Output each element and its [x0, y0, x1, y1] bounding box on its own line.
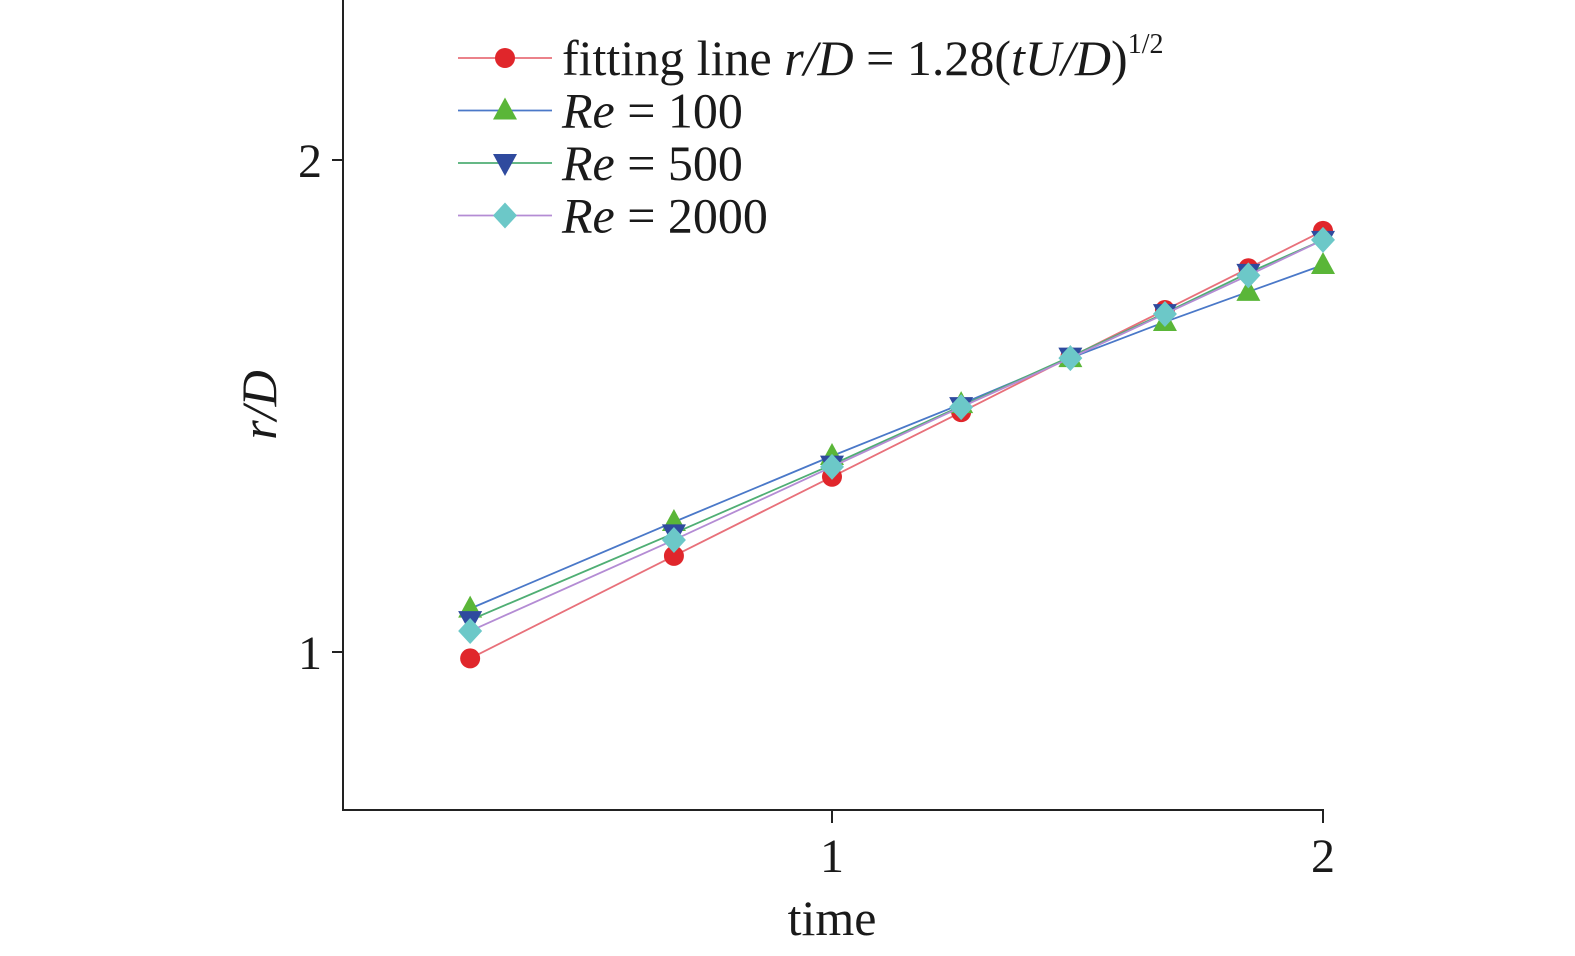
legend-label-part: = 1.28( — [854, 30, 1011, 86]
legend-label-part: Re — [561, 188, 615, 244]
legend-label-part: r/D — [784, 30, 853, 86]
series-re-2000 — [458, 226, 1335, 645]
data-point — [1311, 251, 1335, 274]
legend-entry: Re = 500 — [458, 135, 743, 191]
legend-label-part: Re — [561, 83, 615, 139]
data-point — [1236, 262, 1261, 289]
legend-marker-triangle-up-icon — [493, 97, 517, 120]
x-tick-label: 1 — [820, 830, 844, 883]
data-point — [458, 618, 483, 645]
legend-label-part: Re — [561, 135, 615, 191]
data-point — [663, 545, 684, 566]
legend-entry: Re = 2000 — [458, 188, 768, 244]
legend-label: Re = 100 — [561, 83, 743, 139]
data-point — [661, 526, 686, 553]
axes — [342, 0, 1324, 811]
series-line — [469, 239, 1324, 621]
legend-label-part: ) — [1111, 30, 1128, 86]
legend-label-part: = 2000 — [615, 188, 768, 244]
legend-entry: fitting line r/D = 1.28(tU/D)1/2 — [458, 29, 1163, 86]
legend: fitting line r/D = 1.28(tU/D)1/2Re = 100… — [458, 29, 1163, 244]
x-tick-label: 2 — [1311, 830, 1335, 883]
y-tick-label: 2 — [298, 135, 322, 188]
legend-marker-diamond-icon — [493, 202, 517, 229]
legend-label-part: fitting line — [562, 30, 784, 86]
legend-label-part: 1/2 — [1128, 29, 1164, 60]
data-point — [460, 648, 481, 669]
legend-label: Re = 2000 — [561, 188, 768, 244]
legend-entry: Re = 100 — [458, 83, 743, 139]
series-line — [469, 230, 1324, 660]
legend-label: fitting line r/D = 1.28(tU/D)1/2 — [562, 29, 1163, 86]
legend-label-part: = 100 — [615, 83, 743, 139]
series-fitting-line-r-d-1-28-tu-d-1-2 — [460, 220, 1333, 669]
legend-marker-circle-icon — [495, 48, 515, 68]
data-point — [949, 394, 974, 421]
legend-label: Re = 500 — [561, 135, 743, 191]
data-point — [1152, 300, 1177, 327]
y-axis-label: r/D — [231, 370, 287, 439]
data-point — [1058, 345, 1083, 372]
legend-marker-triangle-down-icon — [493, 154, 517, 176]
y-tick-label: 1 — [298, 627, 322, 680]
x-axis-label: time — [788, 890, 877, 946]
ticks: 1 2 1 2 — [298, 135, 1335, 883]
data-point — [820, 453, 844, 480]
series-line — [469, 239, 1324, 632]
legend-label-part: tU/D — [1011, 30, 1111, 86]
data-point — [1236, 278, 1261, 301]
series-layer — [458, 220, 1335, 669]
data-point — [1311, 226, 1335, 253]
legend-label-part: = 500 — [615, 135, 743, 191]
